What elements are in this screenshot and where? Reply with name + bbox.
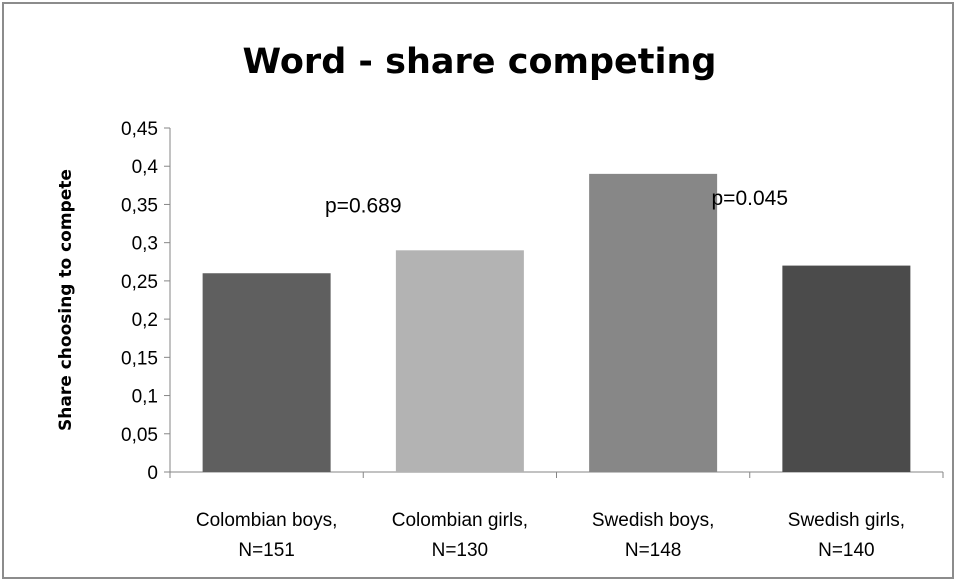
y-tick-label: 0,35 xyxy=(121,195,158,216)
y-tick-label: 0,25 xyxy=(121,272,158,293)
bar xyxy=(782,266,910,472)
x-category-label: Colombian boys, xyxy=(196,510,338,531)
y-tick-label: 0 xyxy=(147,463,158,484)
bar xyxy=(396,250,524,472)
y-tick-label: 0,3 xyxy=(132,234,158,255)
x-category-label: Colombian girls, xyxy=(392,510,528,531)
bar xyxy=(589,174,717,472)
p-value-annotation: p=0.045 xyxy=(712,187,789,210)
y-tick-label: 0,15 xyxy=(121,348,158,369)
x-category-label: Swedish girls, xyxy=(788,510,905,531)
x-category-label: N=151 xyxy=(238,540,295,561)
y-tick-label: 0,4 xyxy=(132,157,159,178)
y-tick-label: 0,1 xyxy=(132,387,158,408)
x-category-label: N=130 xyxy=(432,540,489,561)
x-category-label: Swedish boys, xyxy=(592,510,715,531)
x-category-label: N=148 xyxy=(625,540,682,561)
y-tick-label: 0,05 xyxy=(121,425,158,446)
p-value-annotation: p=0.689 xyxy=(325,194,402,217)
bar xyxy=(203,273,331,472)
y-tick-label: 0,45 xyxy=(121,119,158,140)
x-category-label: N=140 xyxy=(818,540,875,561)
y-tick-label: 0,2 xyxy=(132,310,158,331)
y-axis-label: Share choosing to compete xyxy=(56,169,76,431)
